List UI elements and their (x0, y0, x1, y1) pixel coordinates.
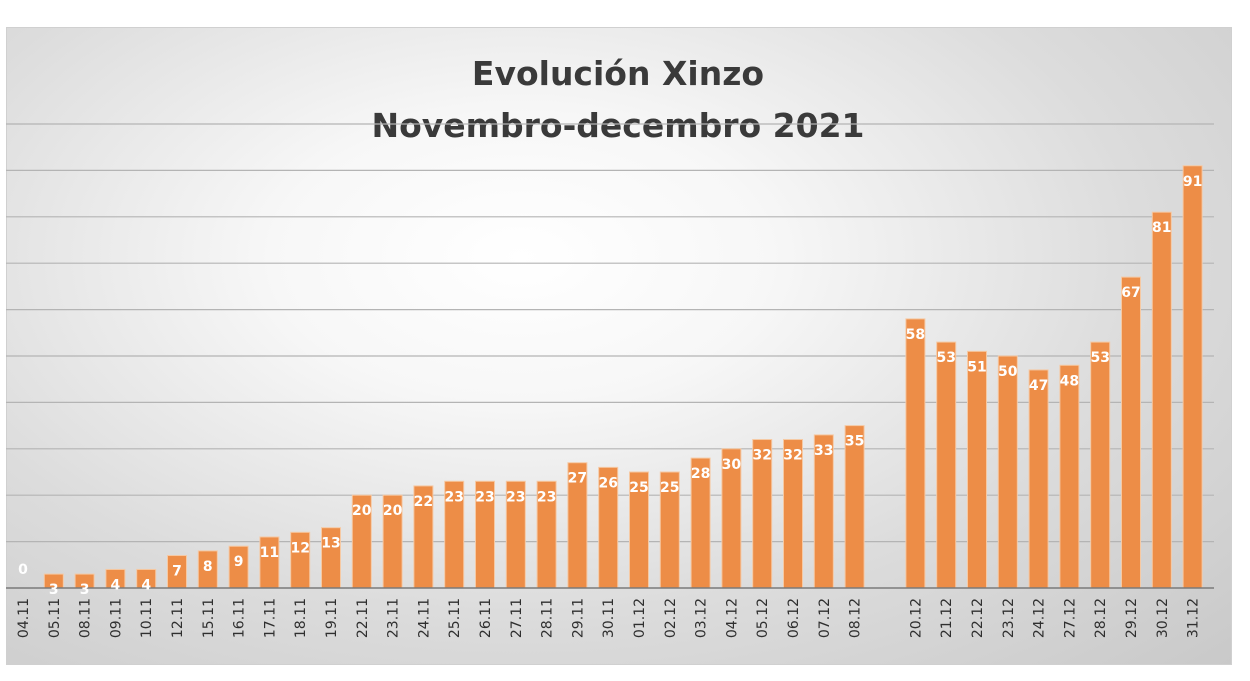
bar (905, 318, 926, 589)
bar (1182, 165, 1203, 589)
x-tick-label: 24.11 (416, 598, 432, 638)
x-tick-label: 03.12 (694, 598, 710, 638)
x-tick-label: 15.11 (201, 598, 217, 638)
x-tick-label: 04.12 (724, 598, 740, 638)
bar (1090, 341, 1111, 589)
data-label: 35 (845, 434, 864, 450)
data-label: 20 (352, 503, 372, 519)
data-label: 32 (752, 448, 771, 464)
bar (997, 355, 1018, 589)
x-tick-label: 04.11 (16, 598, 32, 638)
data-label: 3 (49, 582, 59, 598)
x-tick-label: 10.11 (139, 598, 155, 638)
x-tick-label: 08.12 (848, 598, 864, 638)
x-tick-label: 22.11 (355, 598, 371, 638)
x-tick-label: 30.11 (601, 598, 617, 638)
x-tick-label: 09.11 (108, 598, 124, 638)
x-tick-label: 26.11 (478, 598, 494, 638)
x-tick-label: 25.11 (447, 598, 463, 638)
data-label: 53 (1090, 350, 1109, 366)
x-tick-label: 16.11 (232, 598, 248, 638)
x-tick-label: 12.11 (170, 598, 186, 638)
data-label: 27 (568, 471, 587, 487)
data-label: 13 (321, 536, 340, 552)
data-label: 7 (172, 564, 182, 580)
x-tick-label: 08.11 (78, 598, 94, 638)
data-label: 30 (722, 457, 742, 473)
x-tick-label: 23.12 (1001, 598, 1017, 638)
data-label: 47 (1029, 378, 1048, 394)
data-label: 26 (598, 475, 617, 491)
x-tick-label: 31.12 (1186, 598, 1202, 638)
bar (844, 425, 865, 589)
bar (1059, 364, 1080, 589)
data-label: 12 (290, 540, 309, 556)
x-tick-label: 27.12 (1062, 598, 1078, 638)
bar (1151, 211, 1172, 589)
x-tick-label: 28.12 (1093, 598, 1109, 638)
x-tick-label: 05.11 (47, 598, 63, 638)
bar (936, 341, 957, 589)
bar (1028, 369, 1049, 589)
data-label: 32 (783, 448, 802, 464)
x-tick-label: 21.12 (939, 598, 955, 638)
x-tick-label: 19.11 (324, 598, 340, 638)
x-tick-label: 24.12 (1032, 598, 1048, 638)
x-tick-label: 17.11 (262, 598, 278, 638)
data-label: 58 (906, 327, 925, 343)
data-label: 23 (475, 489, 494, 505)
x-tick-label: 23.11 (386, 598, 402, 638)
data-label: 20 (383, 503, 403, 519)
data-label: 48 (1060, 373, 1079, 389)
data-label: 51 (967, 359, 986, 375)
data-label: 23 (537, 489, 556, 505)
x-tick-label: 28.11 (540, 598, 556, 638)
data-label: 11 (260, 545, 279, 561)
x-tick-label: 01.12 (632, 598, 648, 638)
chart-title: Evolución Xinzo (471, 54, 765, 93)
data-label: 28 (691, 466, 710, 482)
data-label: 9 (234, 554, 244, 570)
bar (1121, 276, 1141, 589)
x-tick-label: 27.11 (509, 598, 525, 638)
data-label: 91 (1183, 174, 1202, 190)
data-label: 4 (141, 577, 151, 593)
data-label: 3 (80, 582, 90, 598)
data-label: 81 (1152, 220, 1171, 236)
data-label: 25 (629, 480, 648, 496)
data-label: 23 (444, 489, 463, 505)
x-tick-label: 22.12 (970, 598, 986, 638)
data-label: 25 (660, 480, 679, 496)
x-tick-label: 29.12 (1124, 598, 1140, 638)
x-tick-label: 30.12 (1155, 598, 1171, 638)
data-label: 23 (506, 489, 525, 505)
chart-subtitle: Novembro-decembro 2021 (371, 106, 865, 145)
data-label: 0 (18, 562, 28, 578)
x-tick-label: 20.12 (908, 598, 924, 638)
data-label: 8 (203, 559, 213, 575)
data-label: 67 (1121, 285, 1140, 301)
x-tick-label: 18.11 (293, 598, 309, 638)
x-tick-label: 07.12 (817, 598, 833, 638)
x-tick-label: 02.12 (663, 598, 679, 638)
data-label: 50 (998, 364, 1018, 380)
data-label: 22 (414, 494, 433, 510)
x-tick-label: 29.11 (570, 598, 586, 638)
data-label: 53 (936, 350, 955, 366)
x-tick-label: 06.12 (786, 598, 802, 638)
bar (967, 350, 987, 589)
data-label: 4 (111, 577, 121, 593)
x-tick-label: 05.12 (755, 598, 771, 638)
data-label: 33 (814, 443, 833, 459)
